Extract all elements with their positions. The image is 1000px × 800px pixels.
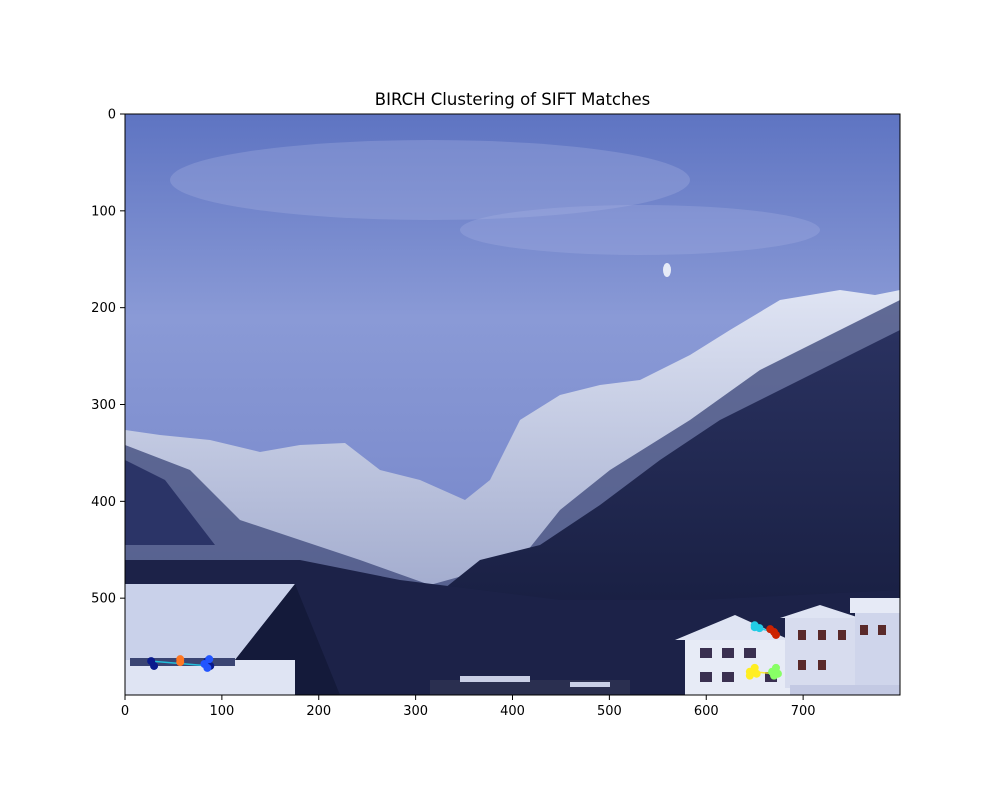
- y-tick-label: 0: [108, 108, 116, 123]
- scatter-point: [150, 661, 159, 670]
- y-tick-label: 500: [91, 592, 116, 607]
- x-tick-label: 600: [694, 704, 719, 719]
- scatter-point: [203, 663, 212, 672]
- x-tick-label: 500: [597, 704, 622, 719]
- scatter-point: [745, 671, 754, 680]
- y-tick-label: 200: [91, 301, 116, 316]
- scatter-point: [772, 630, 780, 639]
- scatter-points: [147, 621, 782, 680]
- scatter-point: [752, 669, 761, 678]
- x-tick-label: 300: [403, 704, 428, 719]
- scatter-point: [766, 625, 775, 634]
- y-tick-label: 300: [91, 398, 116, 413]
- x-tick-label: 0: [121, 704, 129, 719]
- chart-title: BIRCH Clustering of SIFT Matches: [375, 90, 650, 109]
- moon-icon: [663, 263, 671, 277]
- x-tick-label: 400: [500, 704, 525, 719]
- scatter-point: [205, 655, 214, 664]
- scatter-point: [750, 621, 759, 630]
- x-tick-label: 100: [209, 704, 234, 719]
- y-tick-label: 100: [91, 204, 116, 219]
- x-axis: 0 100 200 300 400 500 600 700: [121, 695, 816, 719]
- y-axis: 0 100 200 300 400 500: [91, 108, 125, 607]
- scatter-point: [773, 669, 782, 678]
- y-tick-label: 400: [91, 495, 116, 510]
- scatter-point: [176, 658, 185, 667]
- x-tick-label: 700: [791, 704, 816, 719]
- background-photo: [125, 114, 900, 695]
- x-tick-label: 200: [306, 704, 331, 719]
